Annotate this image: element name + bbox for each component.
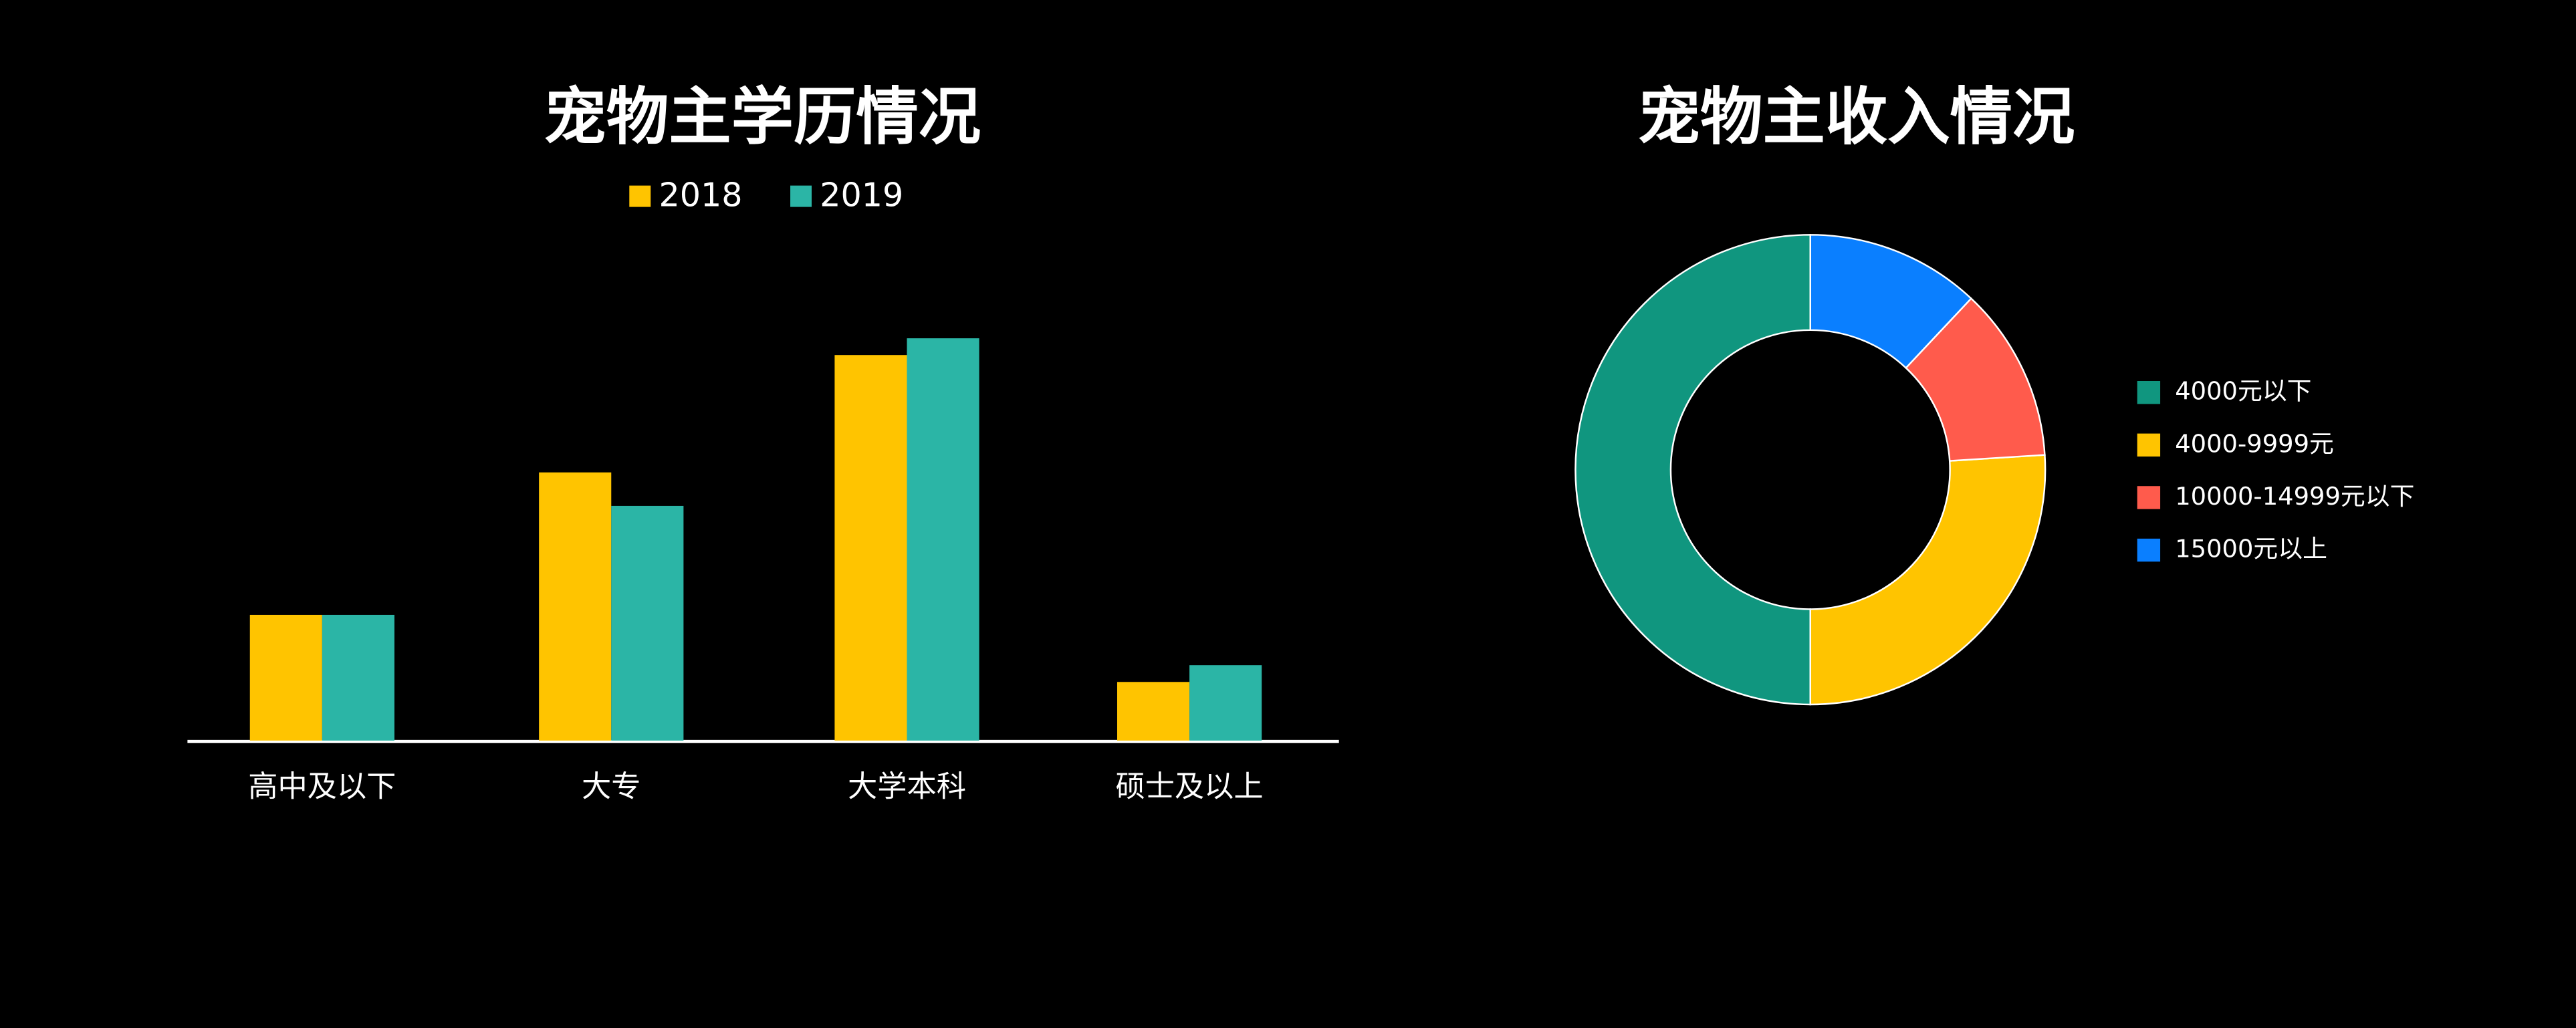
- bar: [834, 355, 907, 741]
- legend-label: 15000元以上: [2175, 535, 2327, 563]
- legend-label: 4000-9999元: [2175, 429, 2334, 458]
- bar-title: 宠物主学历情况: [544, 81, 981, 154]
- legend-label: 10000-14999元以下: [2175, 482, 2414, 511]
- legend-label: 4000元以下: [2175, 377, 2311, 406]
- legend-swatch: [629, 185, 651, 207]
- donut-slice: [1809, 454, 2046, 706]
- bar: [322, 614, 394, 741]
- bar: [1117, 682, 1190, 741]
- legend-swatch: [2137, 538, 2161, 562]
- x-tick-label: 大学本科: [848, 769, 966, 803]
- bar: [539, 472, 612, 741]
- bar: [249, 614, 322, 741]
- pie-title: 宠物主收入情况: [1638, 81, 2075, 154]
- legend-swatch: [2137, 380, 2161, 404]
- legend-label: 2019: [820, 175, 903, 214]
- donut-slice: [1574, 234, 1812, 706]
- x-tick-label: 高中及以下: [248, 769, 396, 803]
- legend-swatch: [2137, 433, 2161, 457]
- bar: [1189, 665, 1262, 741]
- bar: [907, 338, 979, 741]
- legend-label: 2018: [659, 175, 743, 214]
- legend-swatch: [790, 185, 812, 207]
- donut-slice: [1809, 234, 1973, 370]
- legend-swatch: [2137, 486, 2161, 509]
- bar: [611, 505, 684, 741]
- x-tick-label: 大专: [582, 769, 640, 803]
- x-tick-label: 硕士及以上: [1116, 769, 1264, 803]
